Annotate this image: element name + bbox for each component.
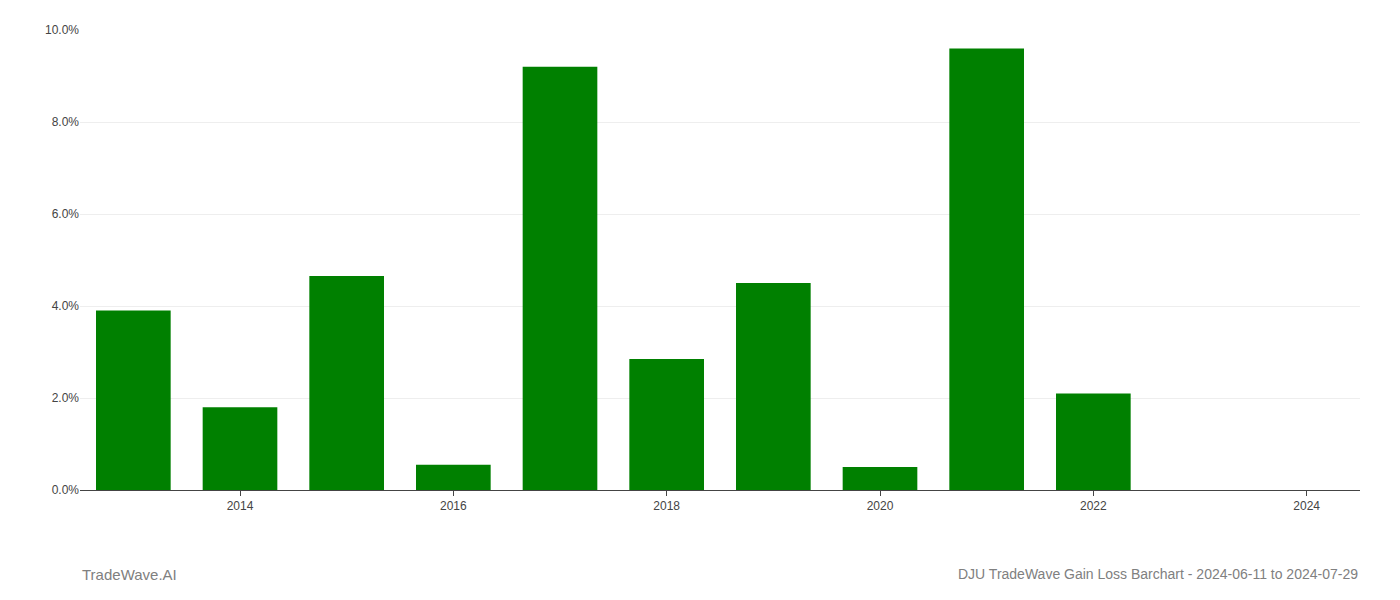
svg-text:DJU TradeWave Gain Loss Barcha: DJU TradeWave Gain Loss Barchart - 2024-… bbox=[958, 566, 1358, 582]
svg-text:2024: 2024 bbox=[1293, 499, 1320, 513]
svg-text:TradeWave.AI: TradeWave.AI bbox=[82, 566, 177, 583]
svg-text:2018: 2018 bbox=[653, 499, 680, 513]
svg-text:2020: 2020 bbox=[867, 499, 894, 513]
svg-text:2022: 2022 bbox=[1080, 499, 1107, 513]
svg-text:0.0%: 0.0% bbox=[52, 483, 80, 497]
svg-text:2016: 2016 bbox=[440, 499, 467, 513]
svg-text:6.0%: 6.0% bbox=[52, 207, 80, 221]
svg-text:2.0%: 2.0% bbox=[52, 391, 80, 405]
svg-text:2014: 2014 bbox=[227, 499, 254, 513]
svg-text:8.0%: 8.0% bbox=[52, 115, 80, 129]
svg-text:10.0%: 10.0% bbox=[45, 23, 79, 37]
svg-text:4.0%: 4.0% bbox=[52, 299, 80, 313]
